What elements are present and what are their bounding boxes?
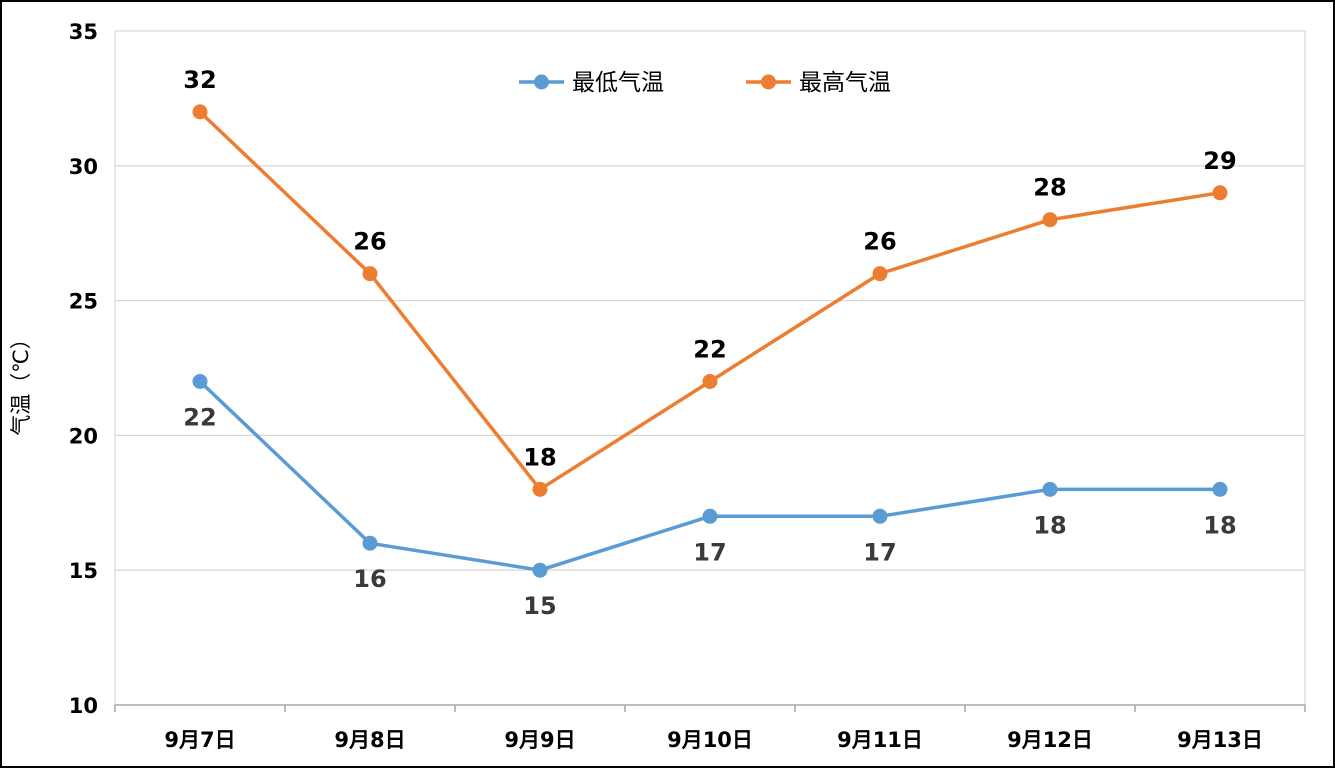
data-label: 18 (523, 443, 556, 471)
data-label: 22 (693, 335, 726, 363)
x-category-label: 9月10日 (667, 728, 753, 752)
data-label: 17 (693, 538, 726, 566)
y-tick-label: 35 (69, 20, 98, 44)
legend-entry-label: 最高气温 (799, 70, 891, 96)
data-labels: 22 16 15 17 17 18 18 32 26 18 22 26 28 29 (183, 66, 1236, 620)
x-category-label: 9月12日 (1007, 728, 1093, 752)
data-point-marker (192, 373, 208, 389)
data-point-marker (702, 373, 718, 389)
series-lines (192, 104, 1228, 578)
data-label: 17 (863, 538, 896, 566)
data-label: 15 (523, 592, 556, 620)
data-point-marker (1042, 212, 1058, 228)
x-category-label: 9月13日 (1177, 728, 1263, 752)
x-category-label: 9月7日 (164, 728, 235, 752)
legend: 最低气温 最高气温 (519, 70, 891, 96)
y-axis-label: 气温（℃） (9, 328, 33, 436)
data-label: 32 (183, 66, 216, 94)
data-label: 18 (1033, 511, 1066, 539)
data-point-marker (362, 266, 378, 282)
data-point-marker (702, 508, 718, 524)
axes: 10 15 20 25 30 35 9月7日 9月8日 9月9日 9月10日 9月11日 9月12日 9… (69, 20, 1306, 752)
data-label: 26 (353, 228, 386, 256)
x-category-label: 9月8日 (334, 728, 405, 752)
y-tick-label: 30 (69, 155, 98, 179)
legend-marker (761, 74, 776, 90)
data-label: 22 (183, 403, 216, 431)
data-point-marker (872, 508, 888, 524)
x-category-label: 9月9日 (504, 728, 575, 752)
data-point-marker (1042, 481, 1058, 497)
data-point-marker (532, 481, 548, 497)
y-tick-label: 15 (69, 559, 98, 583)
data-point-marker (532, 562, 548, 578)
y-tick-label: 10 (69, 694, 98, 718)
data-label: 16 (353, 565, 386, 593)
data-point-marker (362, 535, 378, 551)
x-category-label: 9月11日 (837, 728, 923, 752)
data-label: 29 (1203, 147, 1236, 175)
data-point-marker (192, 104, 208, 120)
legend-entry-label: 最低气温 (572, 70, 664, 96)
data-label: 28 (1033, 174, 1066, 202)
data-label: 26 (863, 228, 896, 256)
data-point-marker (1212, 481, 1228, 497)
y-tick-label: 20 (69, 424, 98, 448)
plot-area-border (114, 30, 1306, 706)
data-point-marker (1212, 185, 1228, 201)
legend-marker (534, 74, 549, 90)
data-point-marker (872, 266, 888, 282)
gridlines (114, 30, 1306, 706)
y-tick-label: 25 (69, 290, 98, 314)
data-label: 18 (1203, 511, 1236, 539)
